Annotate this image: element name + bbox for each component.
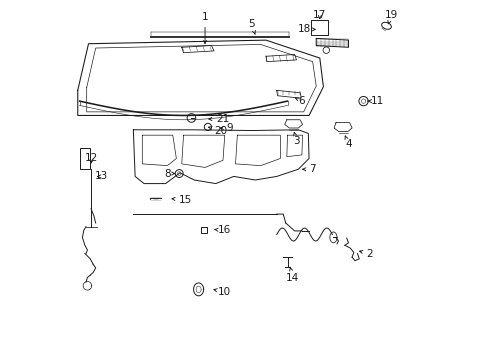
Text: 16: 16 — [215, 225, 231, 235]
Text: 2: 2 — [359, 248, 372, 258]
Text: 18: 18 — [298, 24, 315, 35]
Text: 3: 3 — [293, 132, 299, 145]
Text: 17: 17 — [312, 10, 326, 20]
Text: 7: 7 — [302, 164, 315, 174]
Text: 20: 20 — [208, 126, 227, 135]
Text: 6: 6 — [295, 96, 305, 106]
Text: 12: 12 — [84, 153, 98, 163]
Text: 5: 5 — [248, 19, 255, 35]
Text: 11: 11 — [367, 96, 383, 106]
Text: 9: 9 — [220, 123, 233, 133]
Text: 13: 13 — [94, 171, 107, 181]
Text: 15: 15 — [172, 195, 192, 205]
Text: 21: 21 — [208, 114, 229, 124]
Text: 10: 10 — [213, 287, 231, 297]
Bar — [80, 148, 89, 169]
Bar — [201, 227, 207, 233]
Text: 8: 8 — [164, 168, 174, 179]
Text: 1: 1 — [202, 12, 208, 44]
Bar — [310, 21, 327, 35]
Text: 14: 14 — [285, 267, 299, 283]
Text: 19: 19 — [384, 10, 397, 24]
Text: 4: 4 — [345, 136, 351, 149]
